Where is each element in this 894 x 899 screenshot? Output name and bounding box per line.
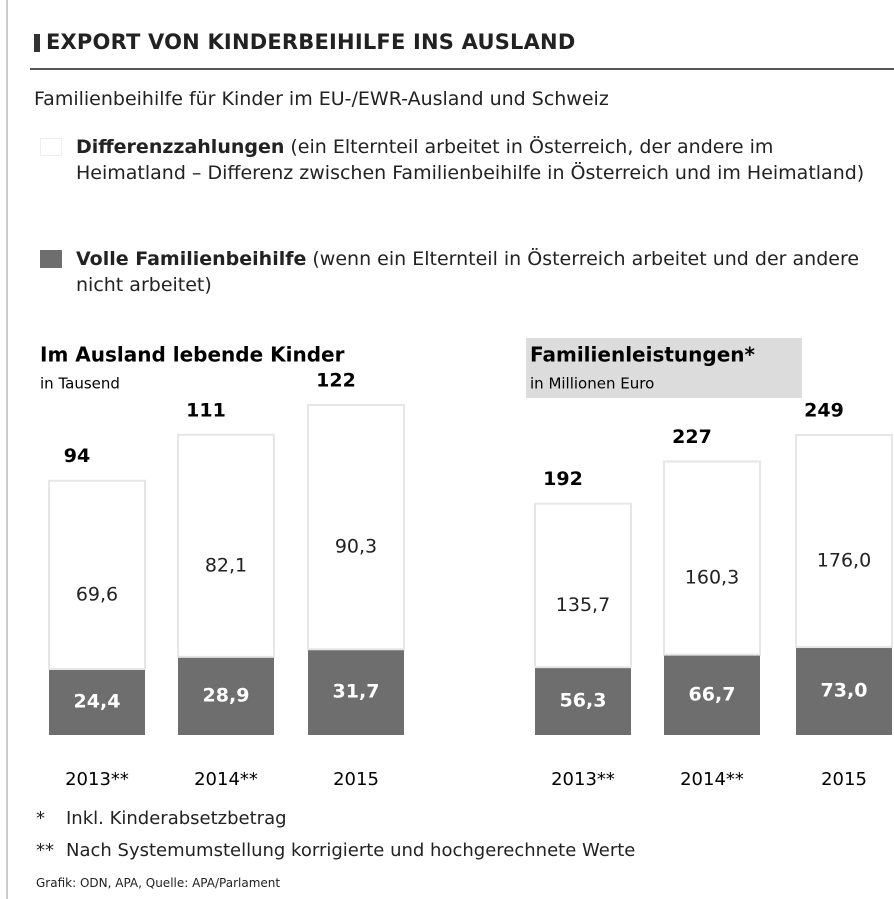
bar-segment — [663, 460, 761, 656]
chart-title: Im Ausland lebende Kinder — [40, 343, 345, 367]
x-tick-label: 2015 — [333, 769, 379, 790]
footnote-mark: ** — [36, 840, 54, 861]
total-label: 192 — [543, 468, 583, 490]
subtitle: Familienbeihilfe für Kinder im EU-/EWR-A… — [34, 88, 609, 110]
legend-name: Volle Familienbeihilfe — [76, 248, 307, 270]
x-tick-label: 2013** — [551, 769, 615, 790]
title: EXPORT VON KINDERBEIHILFE INS AUSLAND — [46, 30, 576, 54]
bar-segment — [664, 654, 760, 735]
footnote: * Inkl. Kinderabsetzbetrag — [36, 808, 287, 829]
value-label: 176,0 — [817, 550, 871, 572]
footnote: ** Nach Systemumstellung korrigierte und … — [36, 840, 635, 861]
bar-segment — [795, 434, 893, 649]
chart-title: Familienleistungen* — [530, 343, 756, 367]
total-label: 122 — [316, 370, 356, 392]
legend-item: Differenzzahlungen (ein Elternteil arbeit… — [40, 134, 880, 186]
value-label: 56,3 — [560, 690, 607, 712]
footnote-text: Inkl. Kinderabsetzbetrag — [66, 808, 287, 829]
chart-subtitle: in Millionen Euro — [530, 375, 654, 393]
chart-subtitle: in Tausend — [40, 375, 120, 393]
value-label: 31,7 — [333, 681, 380, 703]
value-label: 73,0 — [821, 680, 868, 702]
value-label: 66,7 — [689, 683, 736, 705]
total-label: 111 — [186, 399, 226, 421]
bar-segment — [177, 433, 275, 658]
bar-segment — [535, 667, 631, 735]
legend-description: (wenn ein Elternteil in Österreich arbei… — [76, 248, 860, 296]
legend-item: Volle Familienbeihilfe (wenn ein Elternte… — [40, 246, 880, 298]
bar-segment — [48, 479, 146, 670]
bar-segment — [534, 502, 632, 669]
legend-swatch — [40, 250, 62, 268]
legend-text: Differenzzahlungen (ein Elternteil arbeit… — [76, 134, 880, 186]
x-tick-label: 2015 — [821, 769, 867, 790]
value-label: 82,1 — [205, 554, 247, 576]
border — [6, 0, 8, 899]
value-label: 28,9 — [203, 684, 250, 706]
total-label: 249 — [804, 400, 844, 422]
value-label: 90,3 — [335, 536, 377, 558]
title-highlight — [526, 338, 802, 398]
source: Grafik: ODN, APA, Quelle: APA/Parlament — [36, 876, 281, 890]
footnote-mark: * — [36, 808, 45, 829]
bar-segment — [307, 404, 405, 651]
x-tick-label: 2014** — [680, 769, 744, 790]
value-label: 24,4 — [74, 691, 121, 713]
rule — [30, 68, 894, 70]
total-label: 94 — [64, 445, 90, 467]
value-label: 69,6 — [76, 583, 118, 605]
value-label: 135,7 — [556, 594, 610, 616]
title-marker — [34, 34, 40, 52]
bar-segment — [178, 656, 274, 735]
x-tick-label: 2014** — [194, 769, 258, 790]
bar-segment — [796, 647, 892, 735]
value-label: 160,3 — [685, 567, 739, 589]
x-tick-label: 2013** — [65, 769, 129, 790]
total-label: 227 — [672, 426, 712, 448]
legend-swatch — [40, 138, 62, 156]
legend-text: Volle Familienbeihilfe (wenn ein Elternte… — [76, 246, 880, 298]
legend-name: Differenzzahlungen — [76, 136, 285, 158]
bar-segment — [308, 649, 404, 735]
bar-segment — [49, 669, 145, 735]
footnote-text: Nach Systemumstellung korrigierte und ho… — [66, 840, 636, 861]
legend-description: (ein Elternteil arbeitet in Österreich, … — [76, 136, 865, 184]
